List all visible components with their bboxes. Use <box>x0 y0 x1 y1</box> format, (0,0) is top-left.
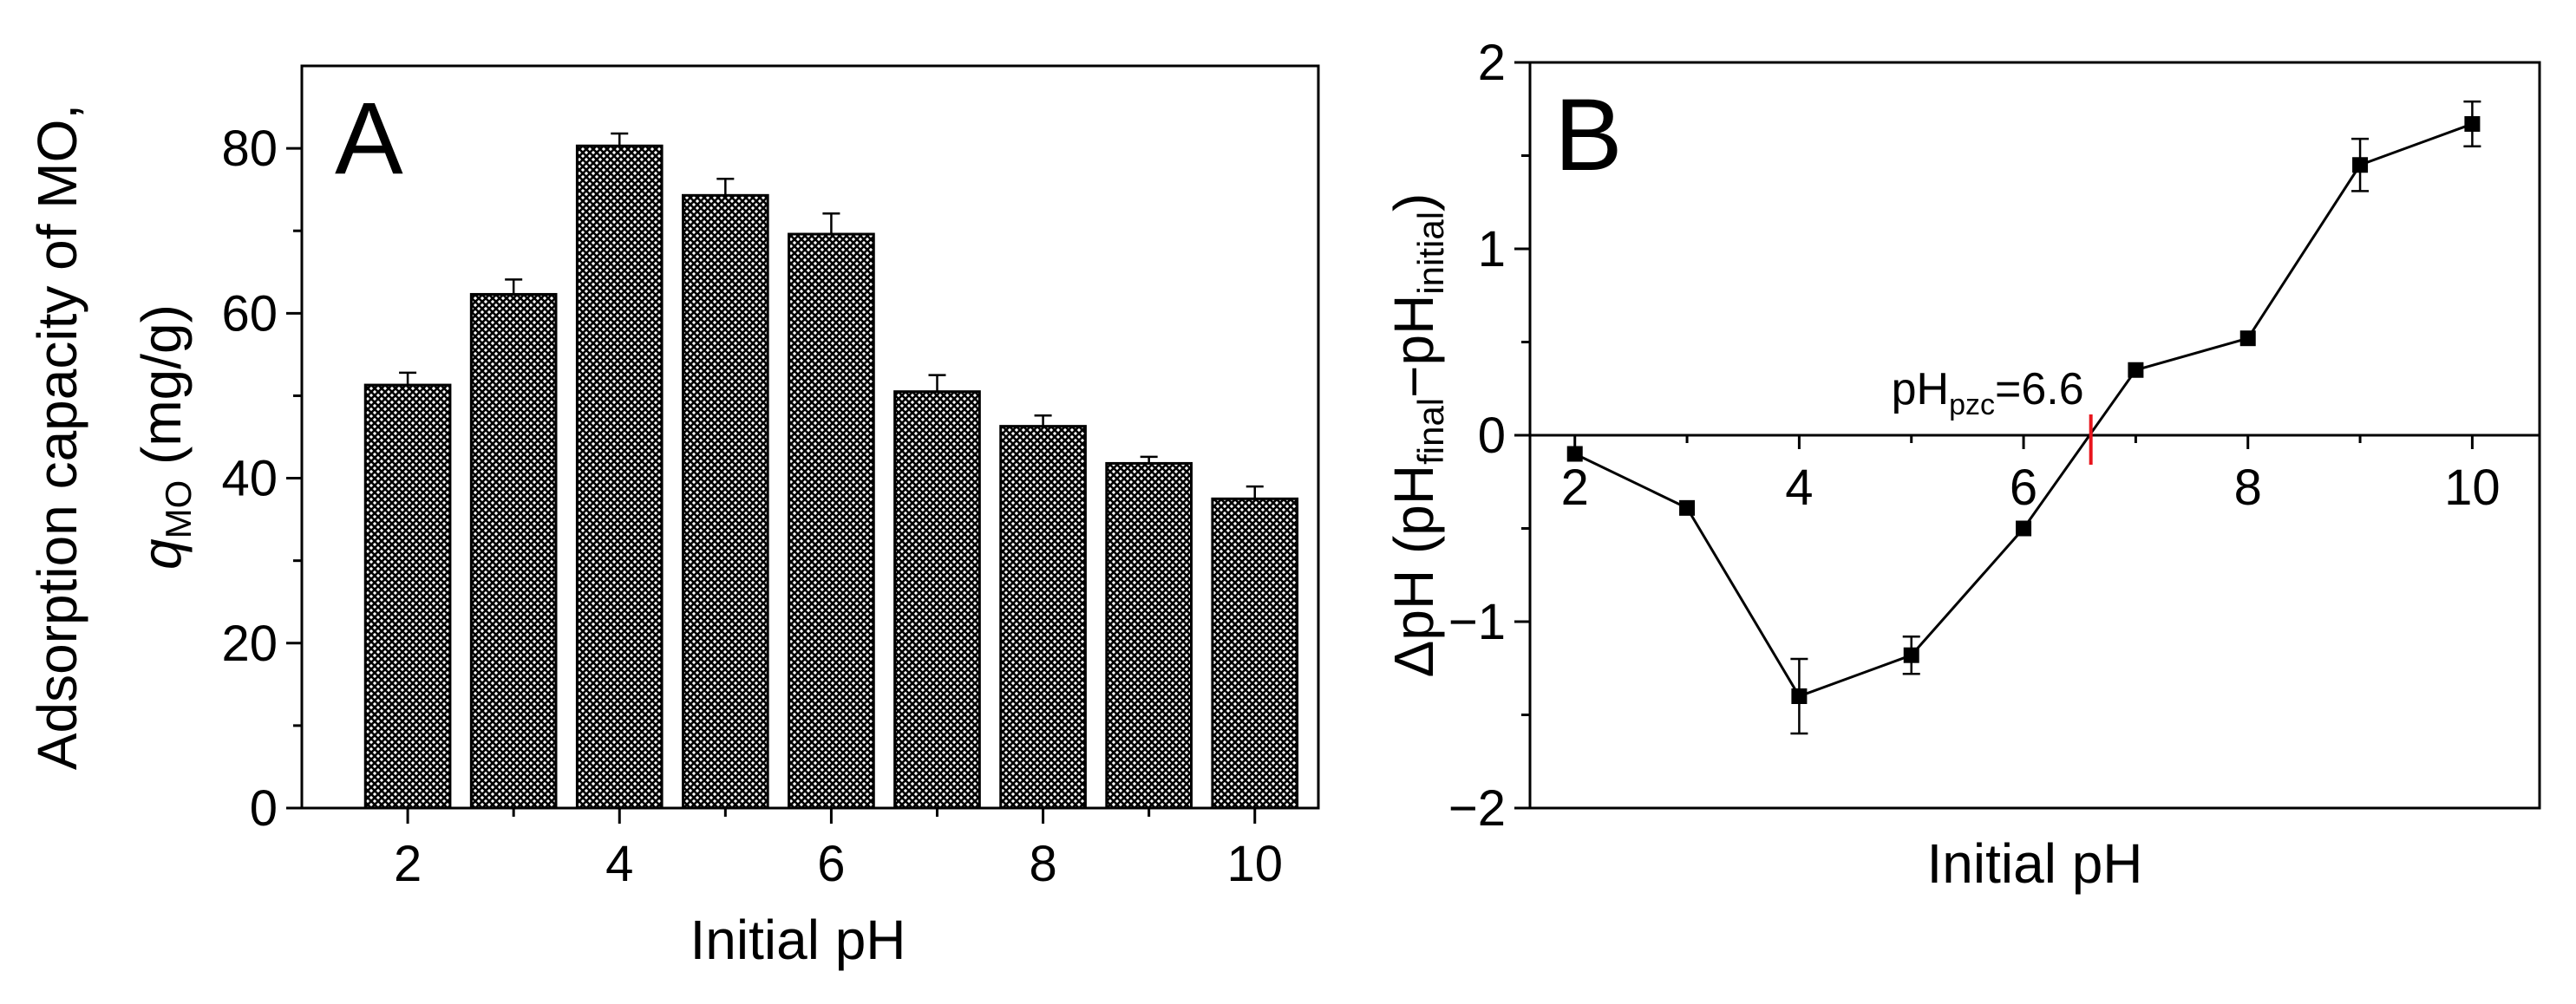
panel-a-y-axis-label-line1: Adsorption capacity of MO, <box>26 104 88 770</box>
pzc-annotation-sub: pzc <box>1949 388 1995 421</box>
bar-ph-3 <box>469 292 558 810</box>
panel-a-error-bars <box>399 132 1264 499</box>
x-tick-label: 2 <box>1561 460 1589 516</box>
bar-ph-8 <box>999 425 1087 810</box>
point-ph-7 <box>2128 362 2144 378</box>
x-tick-label: 6 <box>817 836 845 892</box>
x-tick-label: 8 <box>2234 460 2262 516</box>
panel-b-error-bars <box>1790 100 2481 735</box>
point-ph-6 <box>2016 520 2032 537</box>
x-tick-label: 4 <box>1785 460 1813 516</box>
panel-a: 2 4 6 8 10 0 20 40 60 80 A Initial pH Adsorption … <box>26 64 1320 971</box>
panel-b-ticks: 2 4 6 8 10 −2 −1 0 1 2 <box>1448 35 2501 837</box>
bar-ph-2 <box>363 383 452 810</box>
bar-ph-6 <box>788 232 875 810</box>
point-ph-3 <box>1679 499 1696 516</box>
panel-a-y-subscript: MO <box>158 480 199 539</box>
bar-ph-7 <box>893 390 981 810</box>
y-tick-label: −1 <box>1448 594 1506 650</box>
pzc-annotation: pHpzc=6.6 <box>1892 364 2084 421</box>
x-tick-label: 8 <box>1029 836 1056 892</box>
panel-a-y-units: (mg/g) <box>130 304 193 480</box>
panel-b-label: B <box>1554 78 1623 192</box>
x-tick-label: 10 <box>2444 460 2501 516</box>
y-tick-label: 40 <box>221 451 278 507</box>
panel-b: 2 4 6 8 10 −2 −1 0 1 2 pHpzc=6.6 B Initial pH ΔpH… <box>1383 35 2541 895</box>
panel-a-x-axis-label: Initial pH <box>690 909 906 971</box>
x-tick-label: 4 <box>605 836 633 892</box>
y-tick-label: 60 <box>221 285 278 342</box>
panel-a-ticks: 2 4 6 8 10 0 20 40 60 80 <box>221 121 1283 892</box>
panel-b-x-axis-label: Initial pH <box>1927 832 2143 895</box>
panel-a-bars <box>363 144 1299 810</box>
panel-a-y-symbol: q <box>130 538 193 570</box>
y-tick-label: 0 <box>250 780 278 837</box>
y-tick-label: 2 <box>1478 35 1506 91</box>
panel-b-y-prefix: ΔpH (pH <box>1383 465 1445 677</box>
x-tick-label: 2 <box>394 836 422 892</box>
point-ph-2 <box>1566 446 1583 462</box>
y-tick-label: −2 <box>1448 780 1506 837</box>
bar-ph-5 <box>682 193 769 810</box>
panel-a-axes-frame <box>300 64 1320 810</box>
y-tick-label: 1 <box>1478 221 1506 277</box>
bar-ph-4 <box>575 144 664 810</box>
panel-b-y-mid: −pH <box>1383 295 1445 398</box>
x-tick-label: 10 <box>1226 836 1283 892</box>
point-ph-8 <box>2239 330 2256 347</box>
panel-b-points <box>1566 115 2481 704</box>
panel-b-y-sub1: final <box>1410 398 1451 465</box>
point-ph-9 <box>2352 157 2369 173</box>
bar-ph-10 <box>1211 497 1299 810</box>
y-tick-label: 80 <box>221 121 278 177</box>
panel-b-y-sub2: initial <box>1410 212 1451 295</box>
panel-b-y-suffix: ) <box>1383 193 1445 212</box>
x-tick-label: 6 <box>2010 460 2037 516</box>
pzc-annotation-value: =6.6 <box>1995 364 2084 414</box>
y-tick-label: 20 <box>221 616 278 672</box>
panel-b-y-axis-label: ΔpH (pHfinal−pHinitial) <box>1383 193 1451 678</box>
point-ph-10 <box>2464 115 2481 132</box>
point-ph-5 <box>1903 647 1919 663</box>
pzc-annotation-main: pH <box>1892 364 1949 414</box>
bar-ph-9 <box>1105 461 1193 810</box>
panel-a-label: A <box>335 81 403 196</box>
y-tick-label: 0 <box>1478 407 1506 464</box>
point-ph-4 <box>1791 688 1808 704</box>
panel-a-y-axis-label-line2: qMO (mg/g) <box>130 304 199 570</box>
